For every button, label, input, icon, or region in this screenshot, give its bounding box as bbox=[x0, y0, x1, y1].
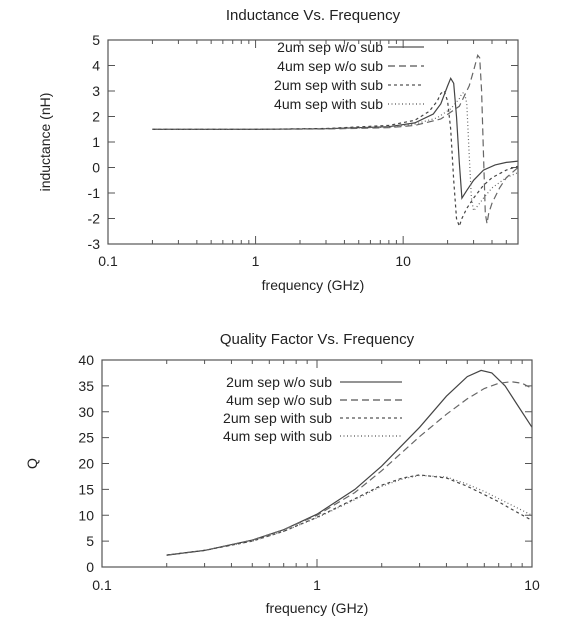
y-tick-label: 20 bbox=[78, 456, 94, 472]
chart-title: Quality Factor Vs. Frequency bbox=[220, 331, 415, 348]
y-axis-label: inductance (nH) bbox=[37, 93, 53, 192]
y-tick-label: 5 bbox=[92, 32, 100, 48]
y-tick-label: 10 bbox=[78, 507, 94, 523]
x-axis-label: frequency (GHz) bbox=[266, 600, 369, 616]
y-tick-label: 5 bbox=[86, 533, 94, 549]
y-tick-label: 35 bbox=[78, 378, 94, 394]
legend-label: 2um sep with sub bbox=[274, 77, 383, 93]
x-tick-label: 10 bbox=[395, 253, 411, 269]
y-tick-label: 0 bbox=[92, 160, 100, 176]
y-tick-label: 4 bbox=[92, 58, 100, 74]
legend-label: 2um sep w/o sub bbox=[226, 374, 332, 390]
series-line bbox=[152, 53, 519, 224]
series-line bbox=[166, 474, 533, 556]
x-tick-label: 0.1 bbox=[92, 577, 112, 593]
x-axis-label: frequency (GHz) bbox=[262, 277, 365, 293]
x-tick-label: 1 bbox=[313, 577, 321, 593]
y-tick-label: 0 bbox=[86, 559, 94, 575]
y-tick-label: 15 bbox=[78, 481, 94, 497]
legend-label: 4um sep w/o sub bbox=[277, 58, 383, 74]
y-tick-label: 2 bbox=[92, 109, 100, 125]
chart-title: Inductance Vs. Frequency bbox=[226, 7, 401, 24]
inductance-chart: Inductance Vs. Frequency 0.1 1 10 -3 -2 -1 0 1 2 3… bbox=[37, 7, 519, 293]
y-tick-label: 30 bbox=[78, 404, 94, 420]
x-tick-label: 0.1 bbox=[98, 253, 118, 269]
x-tick-label: 10 bbox=[524, 577, 540, 593]
series-line bbox=[152, 91, 519, 213]
y-tick-label: -2 bbox=[88, 211, 101, 227]
series-line bbox=[166, 381, 533, 556]
legend-label: 4um sep with sub bbox=[274, 96, 383, 112]
y-tick-label: -3 bbox=[88, 236, 101, 252]
y-tick-label: 1 bbox=[92, 134, 100, 150]
legend-label: 2um sep w/o sub bbox=[277, 39, 383, 55]
legend-label: 2um sep with sub bbox=[223, 410, 332, 426]
y-tick-label: 25 bbox=[78, 430, 94, 446]
legend-label: 4um sep w/o sub bbox=[226, 392, 332, 408]
y-tick-label: 3 bbox=[92, 83, 100, 99]
series-line bbox=[152, 90, 519, 229]
legend-label: 4um sep with sub bbox=[223, 428, 332, 444]
series-line bbox=[166, 474, 533, 556]
y-axis-label: Q bbox=[24, 458, 40, 469]
plot-frame bbox=[101, 359, 533, 568]
y-tick-label: 40 bbox=[78, 352, 94, 368]
quality-factor-chart: Quality Factor Vs. Frequency 0.1 1 10 0 5 10 15… bbox=[24, 331, 540, 616]
series-line bbox=[166, 369, 533, 556]
plot-frame bbox=[107, 39, 519, 245]
y-tick-label: -1 bbox=[88, 185, 101, 201]
series-line bbox=[152, 76, 519, 200]
x-tick-label: 1 bbox=[252, 253, 260, 269]
